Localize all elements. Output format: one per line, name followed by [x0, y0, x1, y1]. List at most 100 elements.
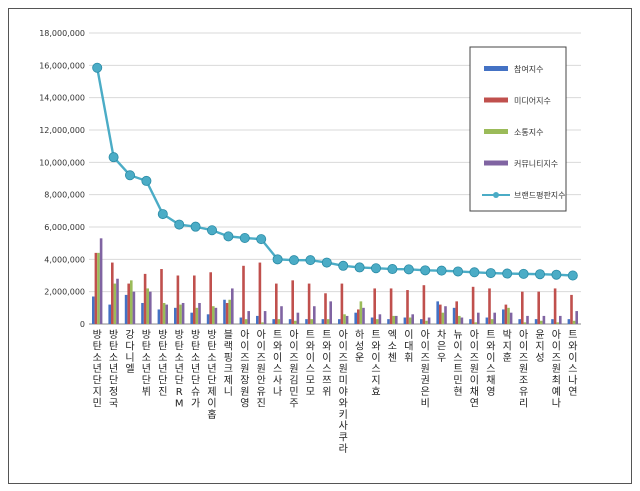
y-tick-label: 18,000,000	[39, 29, 85, 38]
bar-3	[458, 315, 461, 324]
bar-3	[425, 320, 428, 324]
bar-4	[280, 306, 283, 324]
bar-2	[258, 262, 262, 324]
bar-4	[526, 315, 529, 324]
y-tick-label: 0	[80, 320, 85, 329]
bar-3	[540, 320, 543, 324]
bar-4	[263, 311, 267, 324]
legend-label: 참여지수	[514, 64, 543, 74]
bar-1	[469, 319, 472, 324]
legend-marker	[493, 192, 499, 198]
bar-3	[244, 319, 248, 324]
bar-3	[310, 319, 313, 324]
legend-label: 커뮤니티지수	[514, 159, 558, 169]
bar-2	[471, 286, 475, 324]
bar-3	[556, 322, 559, 324]
line-point	[469, 267, 480, 278]
bar-3	[294, 320, 297, 324]
bar-4	[116, 278, 119, 324]
bar-4	[198, 302, 201, 324]
y-tick-label: 4,000,000	[44, 255, 85, 264]
bar-1	[321, 319, 325, 324]
bar-1	[518, 319, 521, 324]
x-tick-labels: 방 탄 소 년 단 지 민 방 탄 소 년 단 정 국 강 다 니 엘 방 탄 소 년 단 뷔 방 탄 소 년 단 진 방 탄 소 년 단 R M 방 탄 소…	[93, 328, 578, 455]
bar-2	[406, 290, 409, 324]
bar-3	[474, 322, 477, 324]
bar-2	[504, 304, 508, 324]
bar-3	[146, 288, 149, 324]
bar-4	[444, 306, 447, 324]
line-point	[223, 231, 234, 242]
line-series	[92, 62, 578, 281]
bar-1	[370, 317, 374, 324]
bar-1	[567, 319, 571, 324]
bar-series	[92, 238, 578, 324]
line-point	[206, 225, 217, 236]
grid-lines	[89, 32, 581, 325]
line-point	[190, 221, 201, 232]
bar-1	[256, 315, 259, 324]
bar-3	[130, 280, 133, 324]
bar-2	[488, 288, 491, 324]
bar-3	[507, 307, 510, 324]
legend-swatch	[484, 66, 508, 71]
bar-3	[490, 319, 494, 324]
bar-1	[272, 319, 275, 324]
bar-1	[403, 317, 407, 324]
bar-4	[542, 315, 546, 324]
bar-2	[143, 273, 147, 324]
line-point	[567, 270, 578, 281]
bar-4	[395, 315, 398, 324]
bar-1	[485, 317, 489, 324]
bar-2	[340, 283, 344, 324]
chart-frame: 0 2,000,000 4,000,000 6,000,000 8,000,000 10,…	[8, 8, 632, 484]
bar-3	[261, 322, 264, 324]
legend-swatch	[484, 129, 508, 134]
bar-2	[324, 293, 327, 324]
bar-1	[124, 294, 128, 324]
bar-3	[277, 319, 281, 324]
line-point	[452, 266, 463, 277]
bar-2	[422, 285, 426, 324]
bar-4	[296, 312, 300, 324]
line-point	[387, 264, 398, 275]
bar-3	[228, 299, 231, 324]
bar-1	[338, 319, 341, 324]
line-point	[157, 209, 168, 220]
legend-label: 브랜드평판지수	[514, 190, 566, 200]
bar-2	[357, 309, 360, 324]
bar-2	[193, 275, 196, 324]
legend-swatch	[484, 160, 508, 166]
y-tick-label: 6,000,000	[44, 223, 85, 232]
bar-1	[239, 317, 243, 324]
bar-3	[212, 306, 215, 324]
y-tick-label: 14,000,000	[39, 94, 85, 103]
line-point	[239, 232, 250, 243]
bar-4	[99, 238, 103, 324]
line-point	[502, 268, 513, 279]
bar-3	[392, 315, 395, 324]
line-point	[288, 255, 299, 266]
line-point	[518, 268, 529, 279]
bar-1	[551, 319, 554, 324]
line-point	[420, 265, 431, 276]
bar-2	[553, 288, 557, 324]
bar-4	[477, 312, 480, 324]
bar-2	[111, 262, 114, 324]
bar-4	[345, 315, 349, 324]
line-point	[256, 234, 267, 245]
bar-4	[378, 314, 382, 324]
bar-3	[376, 319, 379, 324]
line-point	[272, 254, 283, 265]
bar-1	[190, 312, 193, 324]
